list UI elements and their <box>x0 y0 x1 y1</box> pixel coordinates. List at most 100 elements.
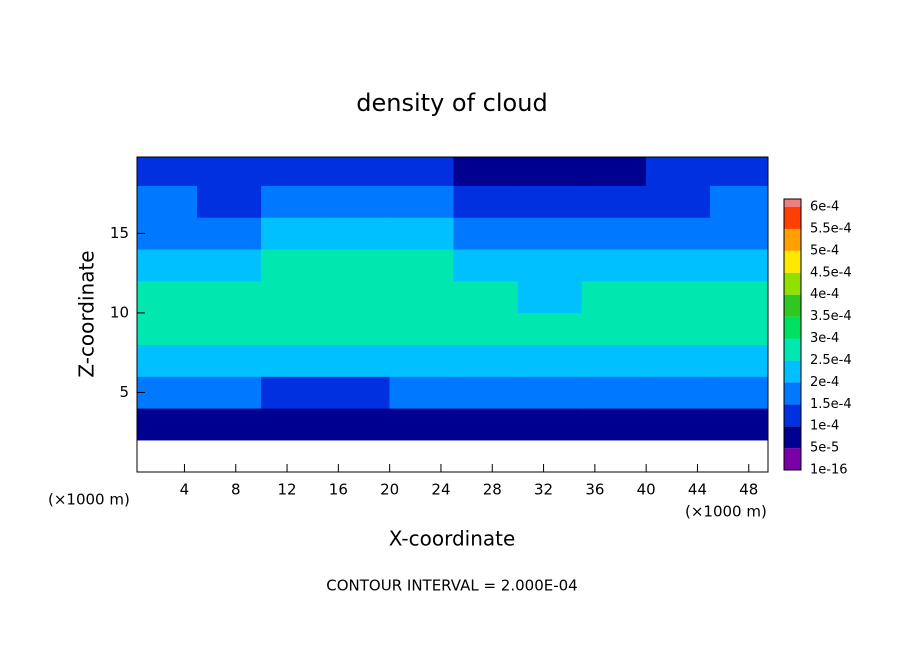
cell <box>517 312 583 345</box>
cell <box>197 344 262 377</box>
x-tick-label: 32 <box>534 481 553 499</box>
cell <box>197 185 262 218</box>
cell <box>325 156 390 186</box>
cell <box>197 408 262 441</box>
x-unit: (×1000 m) <box>685 503 767 521</box>
y-tick-label: 15 <box>110 224 129 242</box>
colorbar-swatch <box>784 360 801 383</box>
cell <box>136 217 198 250</box>
cell <box>517 280 583 314</box>
cell <box>645 408 711 441</box>
cell <box>581 408 647 441</box>
cell <box>136 185 198 218</box>
x-tick-label: 24 <box>431 481 450 499</box>
cell <box>325 408 390 441</box>
cell <box>389 344 455 377</box>
cell <box>389 217 455 250</box>
cell <box>710 344 769 377</box>
colorbar-label: 1.5e-4 <box>810 397 852 412</box>
cell <box>581 280 647 314</box>
cell <box>325 249 390 282</box>
colorbar-label: 2.5e-4 <box>810 353 852 368</box>
annotation: CONTOUR INTERVAL = 2.000E-04 <box>326 577 577 595</box>
colorbar-label: 5e-5 <box>810 441 839 456</box>
y-tick-label: 10 <box>110 303 129 321</box>
cell <box>453 217 519 250</box>
cell <box>581 376 647 409</box>
cell <box>453 185 519 218</box>
colorbar-swatch <box>784 250 801 273</box>
x-tick-label: 4 <box>180 481 190 499</box>
cell <box>325 185 390 218</box>
cell <box>453 156 519 186</box>
cell <box>325 344 390 377</box>
cell <box>261 280 326 314</box>
cell <box>261 312 326 345</box>
cell <box>517 408 583 441</box>
colorbar-label: 1e-4 <box>810 419 839 434</box>
cell <box>136 312 198 345</box>
colorbar-swatch <box>784 207 801 229</box>
colorbar-swatch <box>784 338 801 361</box>
x-tick-label: 20 <box>380 481 399 499</box>
cell <box>645 280 711 314</box>
colorbar-swatch <box>784 448 801 470</box>
cell <box>645 156 711 186</box>
x-tick-label: 40 <box>637 481 656 499</box>
cell <box>517 376 583 409</box>
cell <box>581 185 647 218</box>
cell <box>517 156 583 186</box>
cell <box>645 344 711 377</box>
cell <box>389 185 455 218</box>
colorbar-label: 3.5e-4 <box>810 309 852 324</box>
colorbar-swatch <box>784 316 801 339</box>
cell <box>389 312 455 345</box>
cell <box>136 376 198 409</box>
cell <box>645 376 711 409</box>
x-tick-label: 8 <box>231 481 241 499</box>
cell <box>710 156 769 186</box>
cell <box>645 249 711 282</box>
cell <box>325 376 390 409</box>
cell <box>197 156 262 186</box>
cell <box>581 344 647 377</box>
cell <box>261 408 326 441</box>
cell <box>197 217 262 250</box>
cell <box>645 312 711 345</box>
cell <box>389 376 455 409</box>
cell <box>645 217 711 250</box>
cell <box>517 185 583 218</box>
cell <box>581 249 647 282</box>
cell <box>197 376 262 409</box>
x-tick-label: 28 <box>483 481 502 499</box>
cell <box>261 156 326 186</box>
x-tick-label: 12 <box>278 481 297 499</box>
cell <box>325 217 390 250</box>
chart-title: density of cloud <box>356 89 547 117</box>
colorbar-label: 4.5e-4 <box>810 265 852 280</box>
cell <box>197 280 262 314</box>
colorbar-swatch <box>784 199 801 207</box>
cell <box>136 156 198 186</box>
colorbar-label: 6e-4 <box>810 200 839 215</box>
cell <box>710 217 769 250</box>
cell <box>710 280 769 314</box>
cell <box>645 185 711 218</box>
cell <box>517 249 583 282</box>
cell <box>453 249 519 282</box>
cell <box>581 156 647 186</box>
x-tick-label: 16 <box>329 481 348 499</box>
cell <box>581 312 647 345</box>
colorbar-swatch <box>784 294 801 317</box>
colorbar-frame <box>783 198 802 471</box>
cell <box>261 185 326 218</box>
cell <box>453 344 519 377</box>
x-tick-label: 48 <box>739 481 758 499</box>
cell <box>517 217 583 250</box>
x-axis-label: X-coordinate <box>389 527 516 551</box>
colorbar-label: 2e-4 <box>810 375 839 390</box>
cell <box>453 280 519 314</box>
colorbar-label: 3e-4 <box>810 331 839 346</box>
cell <box>261 376 326 409</box>
